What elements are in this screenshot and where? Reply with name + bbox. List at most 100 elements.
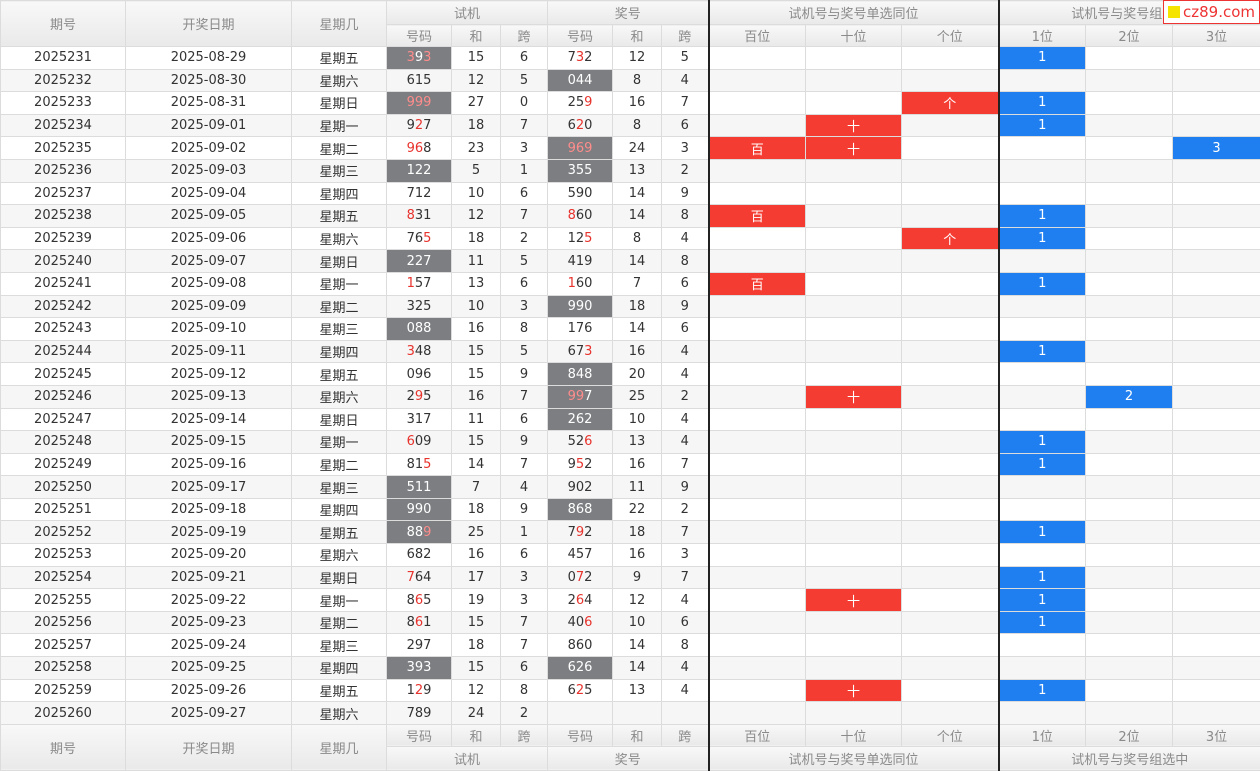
hit-cell: 百 — [709, 205, 806, 228]
empty-cell — [709, 227, 806, 250]
digit: 6 — [568, 344, 576, 359]
cell: 7 — [662, 92, 709, 115]
empty-cell — [902, 476, 999, 499]
empty-cell — [613, 702, 662, 725]
cell: 2025234 — [1, 114, 126, 137]
cell: 5 — [501, 250, 548, 273]
sub-header: 号码 — [387, 25, 452, 47]
empty-cell — [902, 250, 999, 273]
empty-cell — [709, 114, 806, 137]
digit: 2 — [407, 389, 415, 404]
cell: 星期六 — [292, 227, 387, 250]
cell: 星期二 — [292, 137, 387, 160]
empty-cell — [709, 408, 806, 431]
empty-cell — [709, 182, 806, 205]
digit: 5 — [568, 186, 576, 201]
hit-cell: 十 — [806, 385, 902, 408]
cell: 2025-09-11 — [126, 340, 292, 363]
cell: 11 — [613, 476, 662, 499]
empty-cell — [1086, 476, 1173, 499]
test-number: 297 — [387, 634, 452, 657]
cell: 24 — [452, 702, 501, 725]
digit: 7 — [407, 706, 415, 721]
digit: 0 — [584, 638, 592, 653]
hit-cell: 百 — [709, 272, 806, 295]
digit: 4 — [423, 570, 431, 585]
empty-cell — [806, 363, 902, 386]
cell: 2025240 — [1, 250, 126, 273]
empty-cell — [1173, 272, 1260, 295]
prize-number: 262 — [548, 408, 613, 431]
cell: 1 — [501, 521, 548, 544]
cell: 2025-09-06 — [126, 227, 292, 250]
digit: 2 — [568, 412, 576, 427]
empty-cell — [999, 634, 1086, 657]
digit: 9 — [423, 525, 431, 540]
digit: 9 — [568, 389, 576, 404]
cell: 8 — [613, 69, 662, 92]
empty-cell — [1173, 159, 1260, 182]
cell: 2025248 — [1, 431, 126, 454]
digit: 1 — [407, 683, 415, 698]
empty-cell — [709, 566, 806, 589]
digit: 1 — [407, 163, 415, 178]
cell: 星期二 — [292, 453, 387, 476]
cell: 9 — [613, 566, 662, 589]
digit: 9 — [576, 299, 584, 314]
digit: 0 — [568, 570, 576, 585]
cell: 6 — [501, 408, 548, 431]
digit: 8 — [568, 208, 576, 223]
hit-cell: 1 — [999, 589, 1086, 612]
cell: 2025-09-07 — [126, 250, 292, 273]
empty-cell — [1086, 114, 1173, 137]
cell: 15 — [452, 657, 501, 680]
cell: 12 — [452, 205, 501, 228]
digit: 3 — [407, 344, 415, 359]
digit: 2 — [415, 299, 423, 314]
hit-cell: 1 — [999, 679, 1086, 702]
digit: 0 — [407, 321, 415, 336]
empty-cell — [999, 498, 1086, 521]
digit: 6 — [576, 276, 584, 291]
cell: 9 — [662, 476, 709, 499]
cell: 16 — [613, 92, 662, 115]
empty-cell — [709, 498, 806, 521]
test-number: 861 — [387, 611, 452, 634]
digit: 8 — [568, 502, 576, 517]
sub-header: 个位 — [902, 724, 999, 746]
empty-cell — [999, 363, 1086, 386]
digit: 3 — [423, 50, 431, 65]
cell: 2025-09-04 — [126, 182, 292, 205]
hit-cell: 1 — [999, 114, 1086, 137]
cell: 2025247 — [1, 408, 126, 431]
empty-cell — [1086, 92, 1173, 115]
sub-header: 2位 — [1086, 724, 1173, 746]
cell: 星期二 — [292, 295, 387, 318]
empty-cell — [806, 498, 902, 521]
empty-cell — [1086, 250, 1173, 273]
digit: 8 — [415, 706, 423, 721]
empty-cell — [1086, 205, 1173, 228]
empty-cell — [1173, 295, 1260, 318]
cell: 8 — [501, 679, 548, 702]
prize-number: 125 — [548, 227, 613, 250]
cell: 2 — [662, 159, 709, 182]
cell: 星期六 — [292, 702, 387, 725]
empty-cell — [999, 476, 1086, 499]
test-number: 317 — [387, 408, 452, 431]
digit: 1 — [415, 186, 423, 201]
sub-header: 1位 — [999, 724, 1086, 746]
empty-cell — [709, 250, 806, 273]
cell: 14 — [452, 453, 501, 476]
cell: 10 — [613, 611, 662, 634]
digit: 8 — [423, 321, 431, 336]
cell: 2025-09-10 — [126, 318, 292, 341]
cell: 8 — [662, 250, 709, 273]
